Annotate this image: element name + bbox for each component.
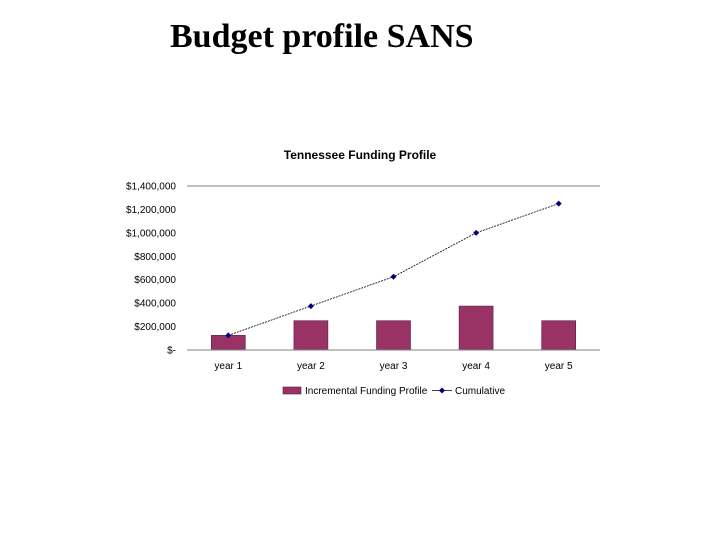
- bar-4: [458, 305, 494, 351]
- legend-bar-label: Incremental Funding Profile: [305, 386, 428, 397]
- x-tick-label: year 2: [297, 361, 325, 372]
- bar-5: [541, 320, 577, 351]
- cumulative-point-4: [473, 229, 480, 236]
- x-tick-label: year 1: [214, 361, 242, 372]
- legend-bar-swatch: [282, 386, 302, 395]
- y-tick-label: $1,000,000: [126, 228, 176, 239]
- x-tick-label: year 5: [545, 361, 573, 372]
- cumulative-point-3: [390, 273, 397, 280]
- cumulative-point-1: [225, 332, 232, 339]
- chart-title: Tennessee Funding Profile: [284, 148, 437, 162]
- cumulative-point-2: [307, 303, 314, 310]
- x-axis: year 1 year 2 year 3 year 4 year 5: [187, 349, 600, 372]
- line-series: [225, 200, 562, 339]
- slide-title: Budget profile SANS: [170, 18, 474, 55]
- legend-line-label: Cumulative: [455, 386, 505, 397]
- y-tick-label: $400,000: [134, 299, 176, 310]
- y-tick-label: $1,400,000: [126, 182, 176, 193]
- y-tick-label: $800,000: [134, 252, 176, 263]
- legend: Incremental Funding Profile Cumulative: [282, 386, 505, 397]
- y-tick-label: $-: [167, 346, 176, 357]
- x-tick-label: year 3: [380, 361, 408, 372]
- y-axis: $- $200,000 $400,000 $600,000 $800,000 $1,000…: [126, 182, 600, 357]
- bar-3: [376, 320, 411, 351]
- legend-line-marker: [439, 387, 445, 394]
- y-tick-label: $600,000: [134, 275, 176, 286]
- cumulative-line: [228, 203, 559, 336]
- bar-2: [293, 320, 329, 351]
- cumulative-point-5: [555, 200, 562, 207]
- y-tick-label: $1,200,000: [126, 205, 176, 216]
- bar-series: [211, 305, 577, 351]
- x-tick-label: year 4: [462, 361, 490, 372]
- y-tick-label: $200,000: [134, 322, 176, 333]
